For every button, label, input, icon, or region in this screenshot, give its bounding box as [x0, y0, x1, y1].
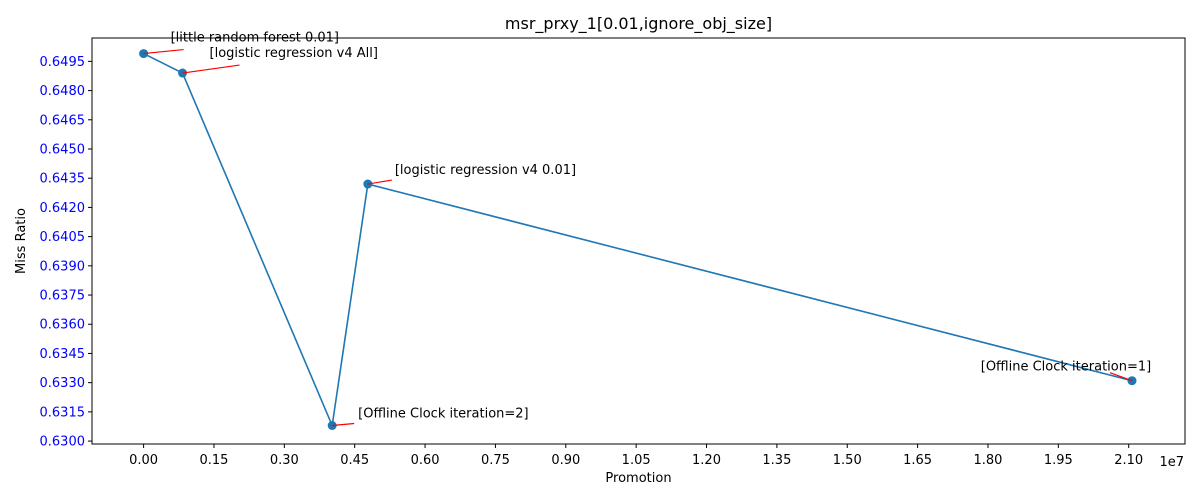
y-tick-label: 0.6375 — [40, 289, 86, 304]
y-tick-label: 0.6480 — [40, 84, 86, 99]
x-tick-label: 2.10 — [1114, 453, 1143, 468]
y-tick-label: 0.6330 — [40, 376, 86, 391]
annotation-layer: [little random forest 0.01][logistic reg… — [143, 31, 1151, 427]
y-tick-label: 0.6450 — [40, 142, 86, 157]
y-axis-title: Miss Ratio — [14, 208, 29, 274]
x-tick-label: 0.00 — [129, 453, 158, 468]
annotation-label: [Offline Clock iteration=1] — [981, 360, 1151, 375]
x-tick-label: 0.90 — [551, 453, 580, 468]
x-tick-label: 1.20 — [692, 453, 721, 468]
chart-title: msr_prxy_1[0.01,ignore_obj_size] — [505, 14, 772, 34]
annotation-arrow — [332, 422, 355, 427]
plot-border — [91, 37, 1186, 445]
x-tick-label: 0.60 — [411, 453, 440, 468]
y-tick-label: 0.6360 — [40, 318, 86, 333]
y-tick-label: 0.6315 — [40, 405, 86, 420]
x-tick-label: 1.05 — [622, 453, 651, 468]
annotation-arrow — [182, 64, 240, 74]
y-tick-label: 0.6345 — [40, 347, 86, 362]
annotation-label: [little random forest 0.01] — [171, 31, 339, 46]
y-axis: 0.6300 0.6315 0.6330 0.6345 0.6360 0.6375 0.63… — [40, 55, 92, 450]
x-offset-label: 1e7 — [1159, 455, 1184, 470]
x-tick-label: 1.35 — [762, 453, 791, 468]
x-tick-label: 0.45 — [340, 453, 369, 468]
annotation-arrow — [1109, 372, 1133, 382]
x-axis: 0.00 0.15 0.30 0.45 0.60 0.75 0.90 1.05 1.20 1.35… — [129, 444, 1143, 468]
y-tick-label: 0.6300 — [40, 435, 86, 450]
annotation-label: [logistic regression v4 All] — [210, 46, 378, 61]
annotation-arrow — [367, 179, 392, 185]
x-tick-label: 1.95 — [1044, 453, 1073, 468]
y-tick-label: 0.6390 — [40, 259, 86, 274]
y-tick-label: 0.6420 — [40, 201, 86, 216]
x-axis-title: Promotion — [605, 471, 671, 486]
x-tick-label: 0.15 — [199, 453, 228, 468]
x-tick-label: 1.80 — [974, 453, 1003, 468]
y-tick-label: 0.6495 — [40, 55, 86, 70]
x-tick-label: 0.30 — [270, 453, 299, 468]
plot-frame — [91, 37, 1186, 445]
y-tick-label: 0.6465 — [40, 113, 86, 128]
x-tick-label: 1.65 — [903, 453, 932, 468]
x-tick-label: 0.75 — [481, 453, 510, 468]
y-tick-label: 0.6435 — [40, 172, 86, 187]
y-tick-label: 0.6405 — [40, 230, 86, 245]
annotation-arrow — [143, 48, 184, 55]
annotation-label: [Offline Clock iteration=2] — [358, 407, 528, 422]
x-tick-label: 1.50 — [833, 453, 862, 468]
annotation-label: [logistic regression v4 0.01] — [395, 163, 576, 178]
